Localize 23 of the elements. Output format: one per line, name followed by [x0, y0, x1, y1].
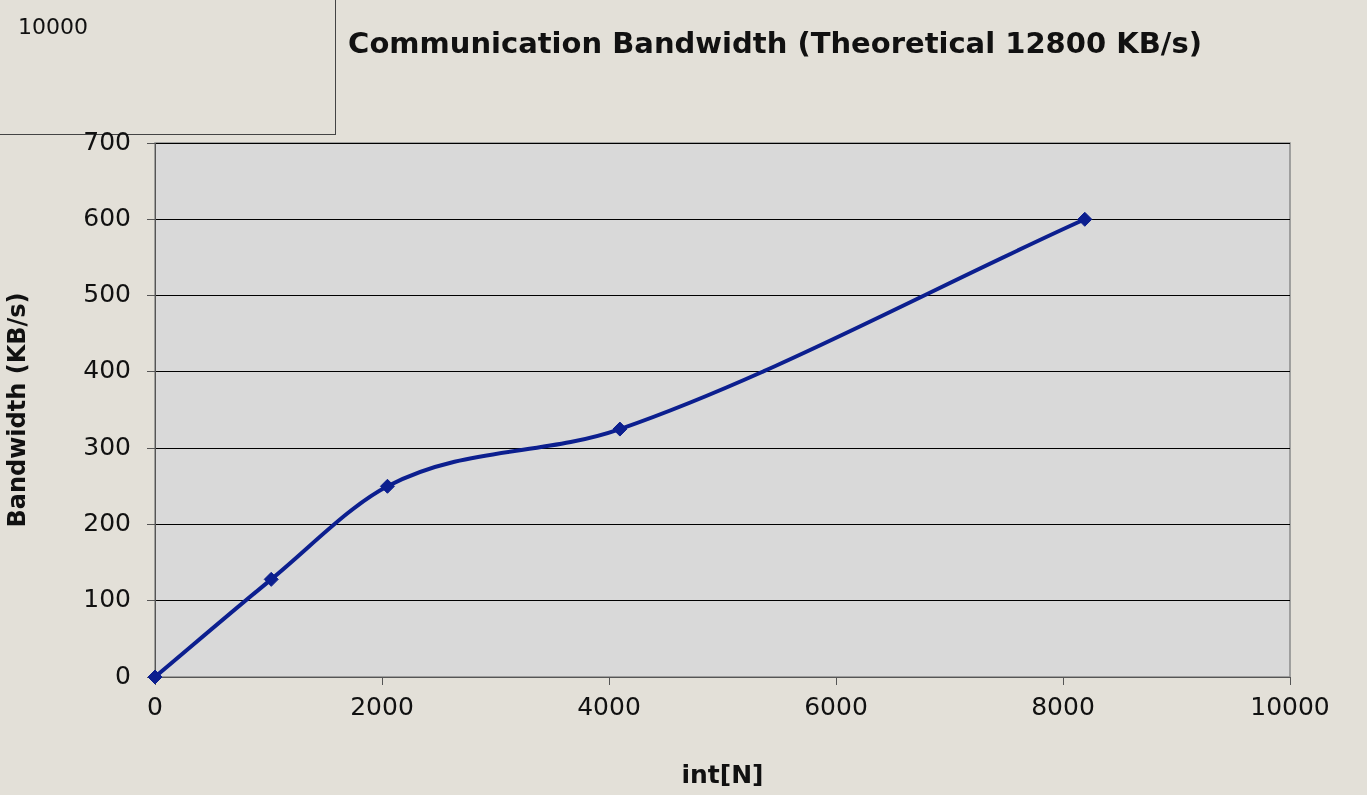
y-axis-title: Bandwidth (KB/s) [2, 292, 31, 528]
point [263, 571, 279, 587]
y-tick-label: 500 [83, 279, 131, 309]
point [612, 421, 628, 437]
x-tick-label: 10000 [1250, 691, 1330, 721]
point [379, 478, 395, 494]
text: 10000 [18, 14, 88, 39]
y-tick-label: 600 [83, 202, 131, 232]
x-tick-label: 0 [147, 691, 163, 721]
y-tick-label: 100 [83, 584, 131, 614]
point [1077, 211, 1093, 227]
x-tick-label: 2000 [350, 691, 414, 721]
y-tick-label: 200 [83, 507, 131, 537]
y-tick-label: 0 [115, 660, 131, 690]
x-tick-label: 4000 [577, 691, 641, 721]
y-tick-label: 300 [83, 431, 131, 461]
chart-title: Communication Bandwidth (Theoretical 12800 KB/s) [348, 25, 1202, 60]
y-tick-label: 700 [83, 126, 131, 156]
point [147, 669, 163, 685]
y-tick-label: 400 [83, 355, 131, 385]
x-tick-label: 6000 [804, 691, 868, 721]
x-axis-title: int[N] [681, 759, 764, 789]
x-tick-label: 8000 [1031, 691, 1095, 721]
